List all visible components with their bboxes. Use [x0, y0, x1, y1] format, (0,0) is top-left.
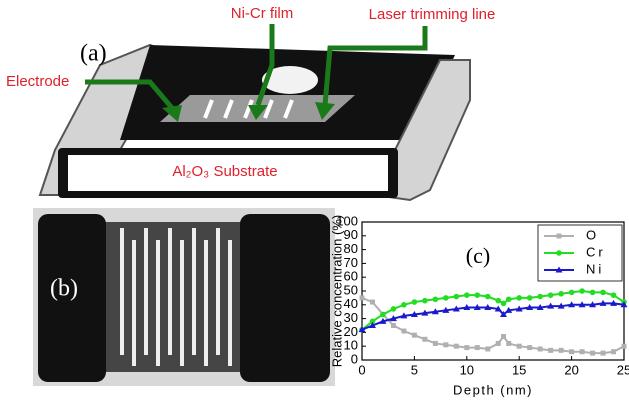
x-tick-label: 0: [358, 362, 365, 377]
series-line: [362, 303, 624, 329]
marker: [580, 349, 585, 354]
marker: [569, 349, 574, 354]
panel-label: (b): [50, 276, 78, 302]
legend-label: O: [586, 227, 599, 242]
marker: [464, 292, 470, 298]
marker: [516, 295, 522, 301]
marker: [443, 342, 448, 347]
figure: Ni-Cr film Laser trimming line Electrode…: [0, 0, 629, 405]
marker: [538, 346, 543, 351]
marker: [433, 296, 439, 302]
legend-label: Ni: [586, 261, 604, 276]
marker: [501, 301, 507, 307]
right-electrode: [240, 214, 330, 382]
marker: [464, 345, 469, 350]
marker: [391, 306, 397, 312]
marker: [548, 292, 554, 298]
marker: [391, 323, 396, 328]
marker: [537, 294, 543, 300]
y-tick-label: 60: [344, 269, 358, 284]
y-tick-label: 40: [344, 296, 358, 311]
chip-diagram: Ni-Cr film Laser trimming line Electrode…: [6, 5, 495, 200]
film-label: Ni-Cr film: [231, 5, 293, 22]
x-tick-label: 25: [617, 362, 629, 377]
x-tick-label: 15: [512, 362, 526, 377]
marker: [548, 348, 553, 353]
marker: [506, 296, 512, 302]
marker: [590, 351, 595, 356]
marker: [557, 234, 562, 239]
substrate-label: Al₂O₃ Substrate: [172, 163, 277, 180]
marker: [601, 351, 606, 356]
marker: [611, 349, 616, 354]
marker: [475, 345, 480, 350]
marker: [496, 341, 501, 346]
marker: [443, 295, 449, 301]
legend-label: Cr: [586, 244, 606, 259]
marker: [600, 290, 606, 296]
marker: [412, 299, 418, 305]
marker: [622, 344, 627, 349]
marker: [558, 291, 564, 297]
laser-label: Laser trimming line: [369, 6, 496, 23]
marker: [422, 337, 427, 342]
marker: [401, 329, 406, 334]
marker: [559, 348, 564, 353]
film-area: [95, 222, 250, 372]
marker: [556, 250, 562, 256]
marker: [380, 312, 386, 318]
y-tick-label: 70: [344, 255, 358, 270]
x-tick-label: 20: [564, 362, 578, 377]
marker: [579, 288, 585, 294]
marker: [590, 290, 596, 296]
marker: [501, 334, 506, 339]
y-tick-label: 20: [344, 324, 358, 339]
marker: [517, 344, 522, 349]
y-tick-label: 50: [344, 282, 358, 297]
marker: [422, 298, 428, 304]
y-axis-label: Relative concentration (%): [329, 215, 344, 367]
x-axis-label: Depth (nm): [453, 382, 533, 397]
y-tick-label: 10: [344, 338, 358, 353]
series-line: [362, 291, 624, 330]
marker: [527, 345, 532, 350]
marker: [370, 300, 375, 305]
marker: [412, 333, 417, 338]
marker: [360, 295, 365, 300]
marker: [495, 298, 501, 304]
micrograph: (b): [33, 208, 335, 386]
marker: [569, 290, 575, 296]
x-tick-label: 10: [460, 362, 474, 377]
marker: [401, 302, 407, 308]
marker: [506, 341, 511, 346]
marker: [485, 346, 490, 351]
marker: [527, 295, 533, 301]
y-tick-label: 0: [351, 351, 358, 366]
marker: [454, 294, 460, 300]
electrode-label: Electrode: [6, 73, 69, 90]
y-tick-label: 80: [344, 241, 358, 256]
marker: [454, 344, 459, 349]
annotation: (c): [466, 243, 490, 268]
marker: [611, 292, 617, 298]
marker: [474, 292, 480, 298]
y-tick-label: 30: [344, 310, 358, 325]
panel-label: (a): [80, 41, 107, 67]
marker: [485, 294, 491, 300]
marker: [433, 341, 438, 346]
y-tick-label: 90: [344, 227, 358, 242]
x-tick-label: 5: [411, 362, 418, 377]
